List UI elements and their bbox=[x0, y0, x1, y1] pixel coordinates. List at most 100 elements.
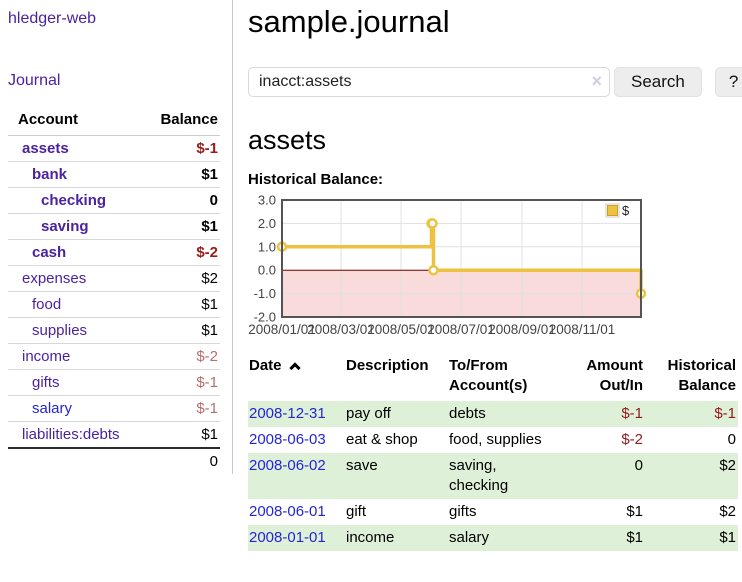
accounts-total-row: 0 bbox=[8, 447, 220, 474]
historical-balance-chart: $3.0 2.0 1.0 0.0 -1.0 -2.0 2008/01/01 2008/03/0… bbox=[248, 195, 742, 340]
account-link-salary[interactable]: salary bbox=[32, 400, 73, 417]
account-row: food $1 bbox=[8, 291, 220, 318]
search-input[interactable] bbox=[248, 67, 610, 97]
account-balance: $-2 bbox=[146, 343, 220, 370]
account-link-assets[interactable]: assets bbox=[22, 140, 69, 157]
account-balance: 0 bbox=[146, 187, 220, 214]
account-row: supplies $1 bbox=[8, 317, 220, 344]
svg-text:2.0: 2.0 bbox=[258, 216, 276, 231]
chart-title: Historical Balance: bbox=[248, 171, 384, 188]
sidebar: hledger-web Journal Account Balance asse… bbox=[0, 0, 233, 474]
main-content: sample.journal × Search ? assets Histori… bbox=[233, 0, 742, 551]
search-input-wrap: × bbox=[248, 67, 610, 97]
svg-text:2008/03/01: 2008/03/01 bbox=[307, 322, 375, 337]
account-balance: $-1 bbox=[146, 395, 220, 422]
account-row: saving $1 bbox=[8, 213, 220, 240]
transaction-amount: $-2 bbox=[621, 431, 643, 448]
account-balance: $1 bbox=[146, 317, 220, 344]
accounts-col-balance: Balance bbox=[146, 111, 220, 136]
register-col-date[interactable]: Date bbox=[248, 356, 345, 401]
accounts-col-account: Account bbox=[8, 111, 147, 136]
table-row: 2008-12-31 pay off debts $-1 $-1 bbox=[248, 401, 738, 427]
transaction-balance: 0 bbox=[727, 431, 736, 448]
sidebar-item-journal[interactable]: Journal bbox=[8, 72, 61, 89]
table-row: 2008-06-01 gift gifts $1 $2 bbox=[248, 499, 738, 525]
svg-text:2008/07/01: 2008/07/01 bbox=[427, 322, 495, 337]
register-table: Date Description To/From Account(s) Amou… bbox=[248, 356, 738, 551]
account-row: assets $-1 bbox=[8, 135, 220, 162]
transaction-balance: $2 bbox=[719, 457, 736, 474]
transaction-accounts: saving, checking bbox=[449, 457, 509, 494]
account-link-gifts[interactable]: gifts bbox=[32, 374, 60, 391]
transaction-description: eat & shop bbox=[346, 431, 418, 448]
transaction-date-link[interactable]: 2008-12-31 bbox=[249, 405, 326, 422]
register-col-balance: Historical Balance bbox=[667, 357, 736, 394]
transaction-date-link[interactable]: 2008-01-01 bbox=[249, 529, 326, 546]
account-link-income[interactable]: income bbox=[22, 348, 71, 365]
page: hledger-web Journal Account Balance asse… bbox=[0, 0, 742, 551]
account-link-supplies[interactable]: supplies bbox=[32, 322, 88, 339]
page-title: sample.journal bbox=[248, 4, 450, 39]
transaction-amount: $-1 bbox=[621, 405, 643, 422]
account-row: gifts $-1 bbox=[8, 369, 220, 396]
account-row: cash $-2 bbox=[8, 239, 220, 266]
account-balance: $-1 bbox=[146, 369, 220, 396]
account-balance: $2 bbox=[146, 265, 220, 292]
account-row: checking 0 bbox=[8, 187, 220, 214]
accounts-total-value: 0 bbox=[146, 447, 220, 474]
sort-ascending-icon bbox=[288, 362, 301, 374]
svg-text:-2.0: -2.0 bbox=[254, 310, 276, 325]
account-row: expenses $2 bbox=[8, 265, 220, 292]
account-row: salary $-1 bbox=[8, 395, 220, 422]
account-link-expenses[interactable]: expenses bbox=[22, 270, 87, 287]
transaction-description: save bbox=[346, 457, 378, 474]
table-row: 2008-01-01 income salary $1 $1 bbox=[248, 525, 738, 551]
app-title-link[interactable]: hledger-web bbox=[8, 10, 97, 27]
table-row: 2008-06-03 eat & shop food, supplies $-2 0 bbox=[248, 427, 738, 453]
account-balance: $1 bbox=[146, 291, 220, 318]
transaction-date-link[interactable]: 2008-06-03 bbox=[249, 431, 326, 448]
register-header-row: Date Description To/From Account(s) Amou… bbox=[248, 356, 738, 401]
svg-text:-1.0: -1.0 bbox=[254, 286, 276, 301]
account-link-checking[interactable]: checking bbox=[41, 192, 107, 209]
account-row: liabilities:debts $1 bbox=[8, 421, 220, 449]
accounts-table: Account Balance assets $-1 bank $1 checking 0… bbox=[8, 111, 220, 474]
transaction-accounts: food, supplies bbox=[449, 431, 542, 448]
help-button[interactable]: ? bbox=[714, 67, 742, 97]
register-col-amount: Amount Out/In bbox=[586, 357, 643, 394]
account-row: income $-2 bbox=[8, 343, 220, 370]
svg-text:1.0: 1.0 bbox=[258, 239, 276, 254]
account-link-bank[interactable]: bank bbox=[32, 166, 68, 183]
transaction-amount: 0 bbox=[634, 457, 643, 474]
register-col-description: Description bbox=[346, 357, 429, 374]
transaction-balance: $2 bbox=[719, 503, 736, 520]
transaction-description: pay off bbox=[346, 405, 391, 422]
transaction-balance: $-1 bbox=[714, 405, 736, 422]
account-balance: $1 bbox=[146, 161, 220, 188]
transaction-description: income bbox=[346, 529, 395, 546]
transaction-accounts: salary bbox=[449, 529, 490, 546]
transaction-balance: $1 bbox=[719, 529, 736, 546]
account-link-cash[interactable]: cash bbox=[32, 244, 67, 261]
table-row: 2008-06-02 save saving, checking 0 $2 bbox=[248, 453, 738, 499]
svg-text:2008/05/01: 2008/05/01 bbox=[367, 322, 435, 337]
svg-text:2008/01/01: 2008/01/01 bbox=[248, 322, 316, 337]
account-balance: $-1 bbox=[146, 135, 220, 162]
svg-text:$: $ bbox=[622, 203, 630, 218]
account-link-liabilities-debts[interactable]: liabilities:debts bbox=[22, 426, 120, 443]
svg-text:2008/11/01: 2008/11/01 bbox=[549, 322, 616, 337]
account-link-food[interactable]: food bbox=[32, 296, 62, 313]
search-button[interactable]: Search bbox=[614, 67, 702, 97]
svg-text:3.0: 3.0 bbox=[258, 195, 276, 208]
transaction-accounts: debts bbox=[449, 405, 486, 422]
transaction-accounts: gifts bbox=[449, 503, 477, 520]
register-col-accounts: To/From Account(s) bbox=[449, 357, 528, 394]
transaction-date-link[interactable]: 2008-06-01 bbox=[249, 503, 326, 520]
account-link-saving[interactable]: saving bbox=[41, 218, 89, 235]
transaction-description: gift bbox=[346, 503, 367, 520]
account-heading: assets bbox=[248, 125, 327, 155]
clear-search-icon[interactable]: × bbox=[591, 71, 602, 91]
transaction-amount: $1 bbox=[626, 529, 643, 546]
account-balance: $1 bbox=[146, 213, 220, 240]
transaction-date-link[interactable]: 2008-06-02 bbox=[249, 457, 326, 474]
